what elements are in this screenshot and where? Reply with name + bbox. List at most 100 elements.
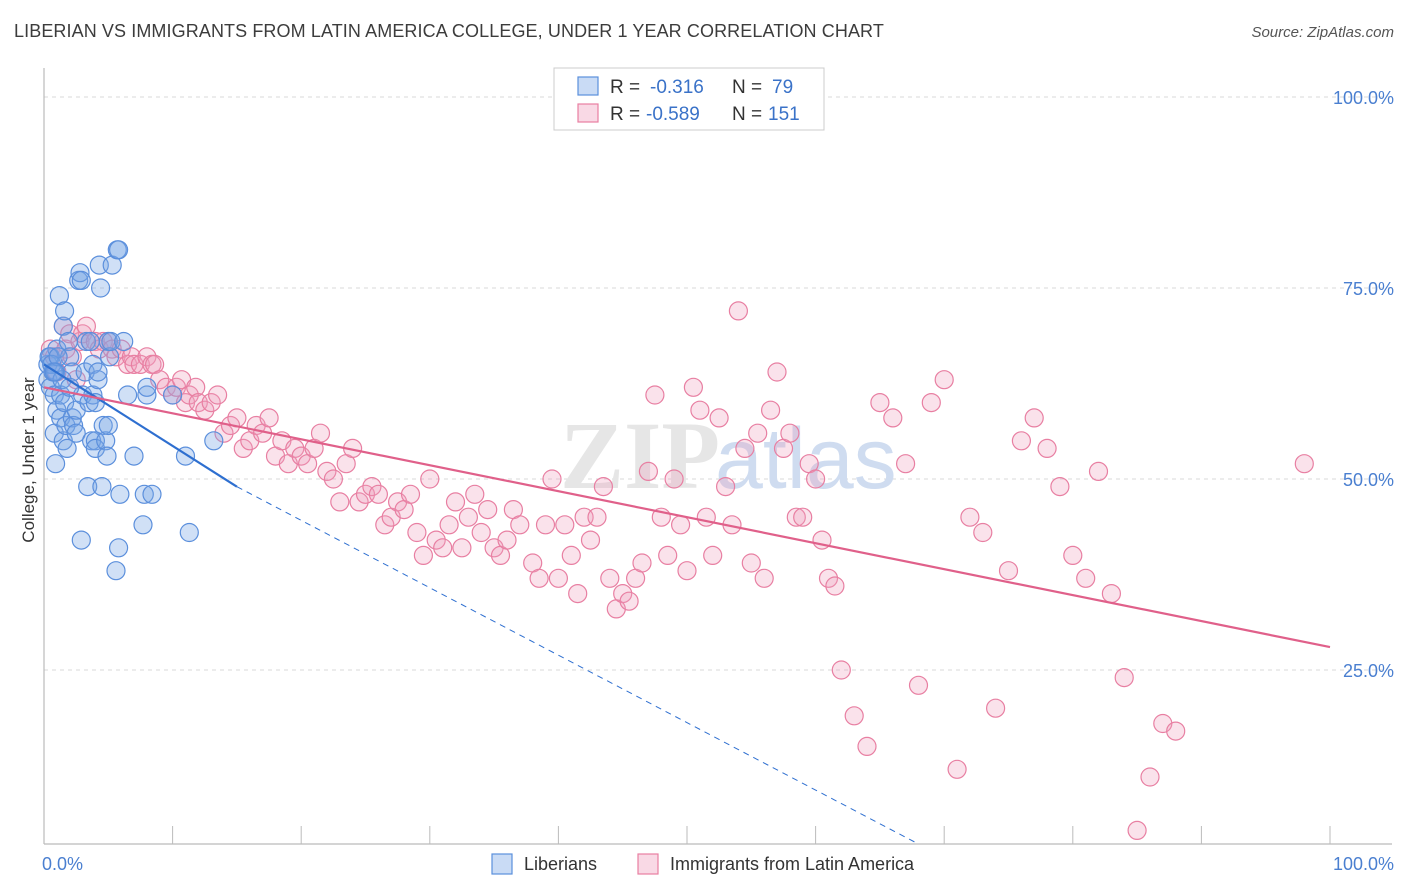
data-point-liberians bbox=[71, 270, 91, 290]
data-point-liberians bbox=[85, 438, 106, 458]
data-point-immigrants bbox=[529, 568, 549, 588]
chart-title: LIBERIAN VS IMMIGRANTS FROM LATIN AMERIC… bbox=[14, 21, 884, 41]
data-point-immigrants bbox=[285, 438, 305, 458]
data-point-immigrants bbox=[895, 454, 916, 474]
data-point-liberians bbox=[54, 301, 75, 321]
data-point-liberians bbox=[71, 530, 91, 550]
data-point-immigrants bbox=[413, 545, 433, 566]
trend-line-liberians-extrapolated bbox=[236, 486, 919, 845]
data-point-liberians bbox=[163, 385, 183, 405]
data-point-immigrants bbox=[857, 736, 877, 757]
data-point-immigrants bbox=[1063, 545, 1083, 566]
data-point-immigrants bbox=[728, 301, 749, 321]
data-point-liberians bbox=[117, 385, 138, 405]
data-point-liberians bbox=[45, 454, 66, 474]
data-point-immigrants bbox=[883, 408, 903, 428]
data-point-immigrants bbox=[908, 675, 929, 695]
data-point-immigrants bbox=[587, 507, 607, 527]
data-point-immigrants bbox=[561, 545, 581, 566]
data-point-liberians bbox=[93, 415, 113, 436]
data-point-immigrants bbox=[452, 538, 472, 558]
legend-r-label-blue: R = bbox=[610, 77, 640, 98]
data-point-liberians bbox=[53, 316, 73, 336]
data-point-liberians bbox=[124, 446, 144, 466]
data-point-immigrants bbox=[1294, 454, 1314, 474]
legend-n-label-blue: N = bbox=[732, 77, 762, 98]
x-tick-label-max: 100.0% bbox=[1333, 854, 1394, 874]
data-point-immigrants bbox=[1140, 767, 1160, 787]
data-point-immigrants bbox=[921, 393, 941, 413]
data-point-liberians bbox=[204, 431, 224, 451]
data-point-liberians bbox=[54, 393, 75, 413]
data-point-immigrants bbox=[580, 530, 601, 550]
legend-swatch-blue bbox=[577, 76, 599, 96]
data-point-liberians bbox=[52, 370, 72, 390]
data-point-liberians bbox=[142, 484, 162, 504]
legend-r-value-pink: -0.589 bbox=[646, 104, 700, 125]
data-point-liberians bbox=[70, 263, 90, 283]
bottom-legend: Liberians Immigrants from Latin America bbox=[491, 853, 915, 875]
data-point-immigrants bbox=[825, 576, 845, 596]
data-point-immigrants bbox=[690, 400, 710, 420]
data-point-immigrants bbox=[715, 477, 736, 497]
y-tick-labels: 25.0% 50.0% 75.0% 100.0% bbox=[1333, 88, 1394, 681]
data-point-immigrants bbox=[156, 377, 176, 397]
data-point-immigrants bbox=[368, 484, 388, 504]
data-point-immigrants bbox=[426, 530, 446, 550]
data-point-liberians bbox=[85, 431, 106, 451]
legend-swatch-pink bbox=[577, 103, 599, 123]
data-point-immigrants bbox=[793, 507, 813, 527]
data-point-liberians bbox=[133, 515, 153, 535]
data-point-immigrants bbox=[439, 515, 459, 535]
data-point-liberians bbox=[80, 331, 100, 352]
data-point-liberians bbox=[99, 347, 120, 367]
data-point-immigrants bbox=[420, 469, 440, 489]
data-point-immigrants bbox=[619, 591, 639, 611]
data-point-immigrants bbox=[664, 469, 684, 489]
data-point-immigrants bbox=[760, 400, 781, 420]
data-point-immigrants bbox=[310, 423, 331, 443]
data-point-immigrants bbox=[613, 583, 633, 604]
data-point-immigrants bbox=[535, 515, 556, 535]
data-point-immigrants bbox=[233, 438, 253, 458]
data-point-immigrants bbox=[542, 469, 562, 489]
data-point-immigrants bbox=[1114, 667, 1134, 688]
data-point-liberians bbox=[110, 484, 130, 504]
axes bbox=[43, 68, 1392, 845]
data-point-immigrants bbox=[780, 423, 800, 443]
data-point-immigrants bbox=[208, 385, 228, 405]
data-point-liberians bbox=[96, 431, 116, 451]
data-point-immigrants bbox=[844, 706, 864, 726]
legend-r-label-pink: R = bbox=[610, 104, 640, 125]
data-point-immigrants bbox=[330, 492, 350, 512]
data-point-immigrants bbox=[400, 484, 421, 504]
trend-lines bbox=[43, 363, 1331, 845]
data-point-immigrants bbox=[568, 583, 588, 604]
data-point-immigrants bbox=[1011, 431, 1032, 451]
data-point-liberians bbox=[88, 362, 108, 382]
data-point-liberians bbox=[137, 377, 157, 397]
data-point-immigrants bbox=[349, 492, 369, 512]
legend-r-value-blue: -0.316 bbox=[650, 77, 704, 98]
data-point-liberians bbox=[63, 415, 84, 436]
data-point-immigrants bbox=[677, 561, 697, 581]
data-point-liberians bbox=[97, 446, 117, 466]
data-point-immigrants bbox=[683, 377, 704, 397]
watermark-atlas: atlas bbox=[715, 411, 897, 507]
data-point-immigrants bbox=[735, 438, 755, 458]
x-tick-label-min: 0.0% bbox=[42, 854, 83, 874]
data-point-immigrants bbox=[786, 507, 806, 527]
data-point-immigrants bbox=[805, 469, 826, 489]
data-point-liberians bbox=[92, 477, 112, 497]
data-point-immigrants bbox=[471, 522, 491, 543]
data-point-liberians bbox=[66, 423, 86, 443]
data-point-immigrants bbox=[478, 500, 498, 520]
bottom-legend-swatch-immigrants bbox=[637, 853, 659, 875]
bottom-legend-swatch-liberians bbox=[491, 853, 513, 875]
y-tick-label-25: 25.0% bbox=[1343, 661, 1394, 681]
legend-box bbox=[553, 67, 825, 131]
data-point-immigrants bbox=[375, 515, 395, 535]
y-axis-label: College, Under 1 year bbox=[19, 377, 38, 543]
data-point-immigrants bbox=[407, 522, 427, 543]
data-point-immigrants bbox=[145, 354, 165, 374]
